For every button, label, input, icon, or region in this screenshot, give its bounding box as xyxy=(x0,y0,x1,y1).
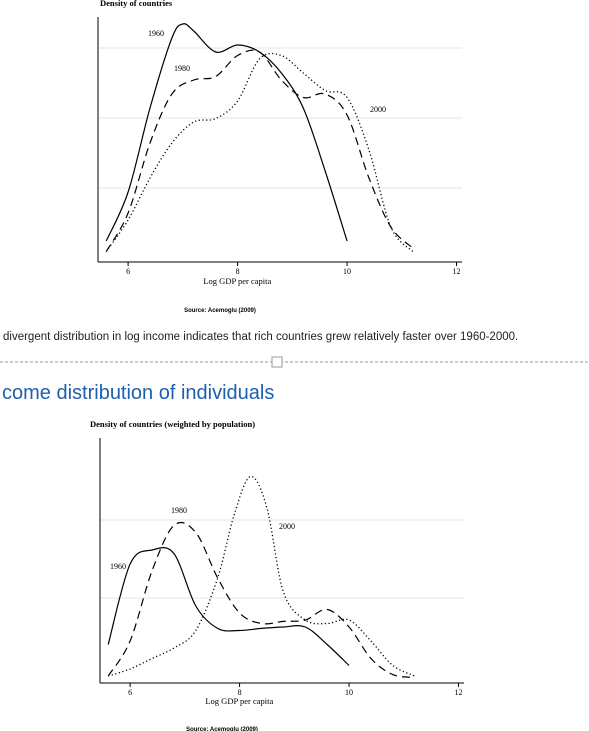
caption: divergent distribution in log income ind… xyxy=(3,331,518,343)
series-label: 1960 xyxy=(148,29,164,38)
chart-title: Density of countries (weighted by popula… xyxy=(90,419,255,429)
x-axis-label: Log GDP per capita xyxy=(205,696,273,706)
density-curve xyxy=(105,23,348,242)
x-tick-label: 10 xyxy=(343,267,351,276)
x-tick-label: 12 xyxy=(453,267,461,276)
source: Source: Acemoglu (2009) xyxy=(184,308,256,314)
density-curve xyxy=(108,475,416,677)
x-tick-label: 8 xyxy=(238,688,242,697)
chart-title: Density of countries xyxy=(100,0,173,8)
density-curve xyxy=(105,52,414,252)
series-label: 1980 xyxy=(174,64,190,73)
x-axis-label: Log GDP per capita xyxy=(203,276,271,286)
series-label: 2000 xyxy=(279,522,295,531)
resize-handle[interactable] xyxy=(271,356,283,368)
x-tick-label: 6 xyxy=(126,267,130,276)
section-heading: come distribution of individuals xyxy=(2,382,274,404)
density-curve xyxy=(107,546,350,666)
series-label: 2000 xyxy=(370,105,386,114)
density-curve xyxy=(107,521,415,678)
source: Source: Acemoglu (2009) xyxy=(186,727,258,731)
x-tick-label: 12 xyxy=(455,688,463,697)
series-label: 1960 xyxy=(110,562,126,571)
density-curve xyxy=(105,49,414,252)
series-label: 1980 xyxy=(171,506,187,515)
x-tick-label: 6 xyxy=(128,688,132,697)
x-tick-label: 8 xyxy=(236,267,240,276)
x-tick-label: 10 xyxy=(345,688,353,697)
